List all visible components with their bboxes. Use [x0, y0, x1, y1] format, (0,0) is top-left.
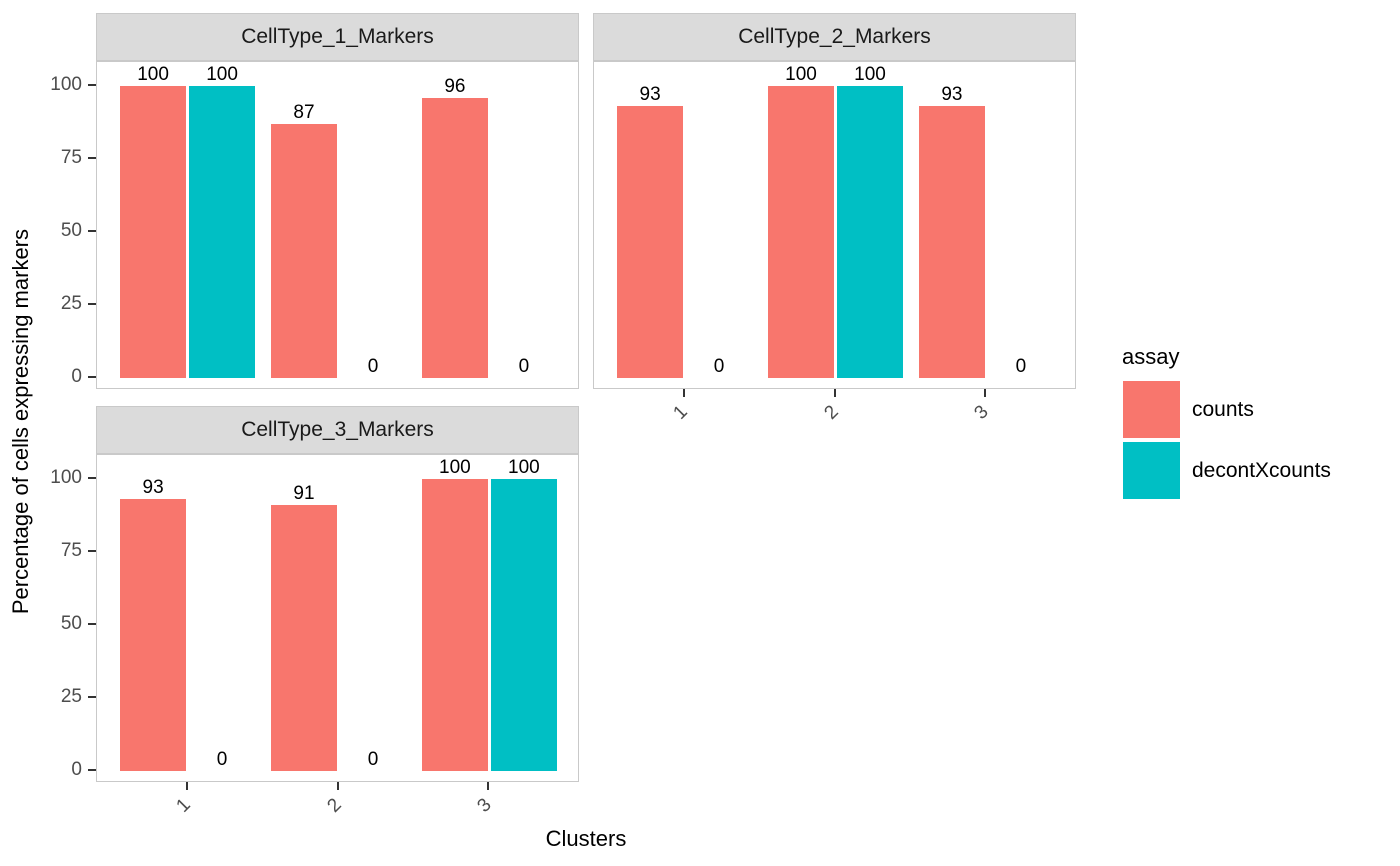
facet-strip-title: CellType_1_Markers [241, 25, 434, 48]
x-axis-tick [336, 782, 339, 790]
y-axis-tick [88, 230, 96, 232]
bar-decontXcounts [837, 86, 903, 378]
bar-value-label: 93 [941, 84, 963, 106]
y-axis-tick-label: 25 [60, 686, 82, 707]
facet-strip-title: CellType_2_Markers [738, 25, 931, 48]
bar-counts [768, 86, 834, 378]
y-axis-tick-label: 75 [60, 540, 82, 561]
y-axis-tick-label: 75 [60, 147, 82, 168]
y-axis-title-wrap: Percentage of cells expressing markers [4, 0, 38, 843]
facet-panel: 93 0 91 0 100 100 [96, 454, 579, 782]
x-axis-tick-label: 3 [473, 794, 497, 817]
y-axis-tick [88, 623, 96, 625]
x-axis-tick [682, 389, 685, 397]
bar-counts [120, 86, 187, 378]
x-axis-tick-label: 1 [172, 794, 195, 817]
y-axis-tick [88, 303, 96, 305]
legend-key-decontXcounts [1123, 442, 1180, 499]
bar-decontXcounts [189, 86, 256, 378]
bar-counts [120, 499, 187, 771]
bar-value-label: 0 [367, 356, 379, 377]
bar-counts [421, 479, 488, 771]
bar-counts [421, 97, 488, 378]
x-axis-title: Clusters [545, 826, 627, 851]
legend-entry-label: counts [1192, 398, 1254, 421]
facet-strip: CellType_3_Markers [96, 406, 579, 454]
y-axis-tick-label: 100 [50, 467, 82, 488]
y-axis-tick-label: 100 [50, 74, 82, 95]
y-axis-tick-label: 50 [60, 613, 82, 634]
x-axis-tick [833, 389, 836, 397]
bar-value-label: 100 [439, 457, 471, 478]
x-axis-tick [185, 782, 188, 790]
bar-value-label: 93 [142, 477, 164, 499]
bar-value-label: 91 [293, 483, 315, 505]
facet-strip: CellType_2_Markers [593, 13, 1076, 61]
legend-entry-label: decontXcounts [1192, 459, 1331, 482]
y-axis-tick-label: 50 [60, 220, 82, 241]
y-axis-tick [88, 157, 96, 159]
y-axis-tick-label: 0 [71, 366, 82, 387]
facet-panel: 93 0 100 100 93 0 [593, 61, 1076, 389]
bar-value-label: 0 [713, 356, 725, 377]
y-axis-tick [88, 769, 96, 771]
bar-value-label: 100 [206, 64, 238, 85]
bar-value-label: 100 [137, 64, 169, 85]
x-axis-tick [487, 782, 490, 790]
bar-value-label: 0 [518, 356, 530, 377]
bar-value-label: 96 [444, 75, 466, 97]
bar-value-label: 87 [293, 101, 315, 123]
bar-counts [918, 106, 985, 378]
facet-panel: 100 100 87 0 96 0 [96, 61, 579, 389]
bar-decontXcounts [490, 479, 557, 771]
bar-counts [617, 106, 684, 378]
legend-title: assay [1122, 344, 1180, 369]
bar-value-label: 100 [854, 64, 886, 85]
y-axis-tick [88, 550, 96, 552]
bar-counts [271, 505, 337, 771]
x-axis-tick-label: 3 [970, 401, 994, 424]
y-axis-title: Percentage of cells expressing markers [8, 228, 33, 615]
bar-value-label: 100 [508, 457, 540, 478]
bar-value-label: 0 [1015, 356, 1027, 377]
x-axis-tick-label: 2 [819, 401, 843, 424]
bar-value-label: 0 [367, 749, 379, 770]
y-axis-tick-label: 25 [60, 293, 82, 314]
y-axis-tick [88, 376, 96, 378]
y-axis-tick [88, 84, 96, 86]
legend-key-counts [1123, 381, 1180, 438]
facet-strip: CellType_1_Markers [96, 13, 579, 61]
y-axis-tick [88, 477, 96, 479]
y-axis-tick-label: 0 [71, 759, 82, 780]
facet-strip-title: CellType_3_Markers [241, 418, 434, 441]
x-axis-tick [984, 389, 987, 397]
bar-value-label: 0 [216, 749, 228, 770]
bar-counts [271, 123, 337, 378]
y-axis-tick [88, 696, 96, 698]
bar-value-label: 93 [639, 84, 661, 106]
x-axis-tick-label: 1 [669, 401, 692, 424]
bar-value-label: 100 [785, 64, 817, 85]
x-axis-tick-label: 2 [322, 794, 346, 817]
